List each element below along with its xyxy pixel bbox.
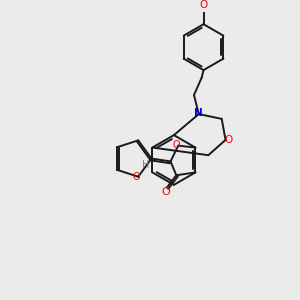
- Text: O: O: [161, 188, 170, 197]
- Text: O: O: [200, 0, 208, 10]
- Text: H: H: [142, 160, 149, 170]
- Text: O: O: [133, 172, 140, 182]
- Text: N: N: [194, 108, 203, 118]
- Text: O: O: [224, 135, 232, 145]
- Text: O: O: [172, 140, 180, 150]
